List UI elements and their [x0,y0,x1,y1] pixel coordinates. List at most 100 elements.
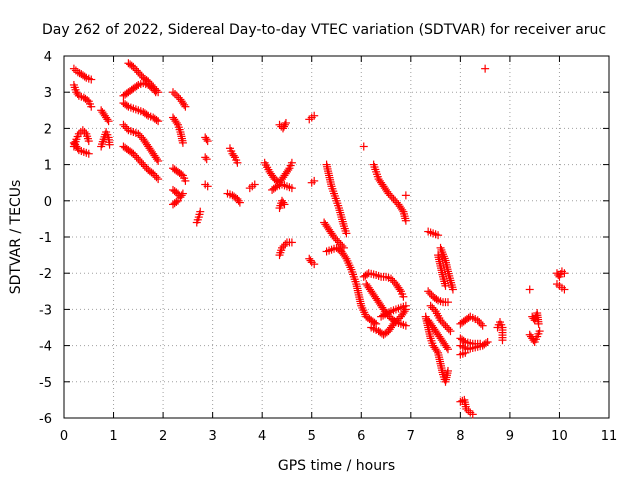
data-point [401,301,410,310]
data-point [461,348,470,357]
data-point [310,260,319,269]
x-tick-label: 6 [357,429,365,444]
data-point [401,191,410,200]
data-point [280,120,289,129]
x-tick-label: 3 [208,429,216,444]
data-point [384,189,393,198]
y-tick-label: -5 [39,376,52,391]
data-point [154,175,163,184]
data-point [385,308,394,317]
y-tick-label: 0 [44,195,52,210]
data-point [444,325,453,334]
data-point [534,319,543,328]
data-point [389,194,398,203]
data-point [152,155,161,164]
data-point [481,64,490,73]
data-point [280,200,289,209]
data-point [560,269,569,278]
data-point [80,72,89,81]
data-point [434,231,443,240]
data-point [428,303,437,312]
data-point [398,205,407,214]
data-point [87,102,96,111]
data-point [400,307,409,316]
data-point [310,176,319,185]
data-point [135,131,144,140]
data-point [331,234,340,243]
chart-title: Day 262 of 2022, Sidereal Day-to-day VTE… [42,22,606,38]
data-point [560,285,569,294]
data-point [535,327,544,336]
x-tick-label: 11 [601,429,618,444]
data-point [202,135,211,144]
data-point [338,242,347,251]
data-point [442,343,451,352]
data-point [178,189,187,198]
data-point [525,285,534,294]
y-tick-label: -4 [39,340,52,355]
x-axis-label: GPS time / hours [278,458,395,474]
data-point [284,166,293,175]
data-point [424,287,433,296]
data-point [401,321,410,330]
data-point [459,336,468,345]
data-point [443,323,452,332]
data-point [132,66,141,75]
data-point [387,274,395,283]
data-point [132,153,141,162]
data-point [181,176,190,185]
data-point [139,160,148,169]
y-tick-label: -3 [39,303,52,318]
y-tick-label: 2 [44,122,52,137]
data-point [105,140,114,149]
data-point [169,88,177,97]
data-point [481,339,490,348]
data-point [152,173,161,182]
y-tick-label: -2 [39,267,52,282]
data-point [439,319,448,328]
data-point [154,156,163,165]
data-point [336,240,345,249]
data-point [233,158,242,167]
data-point [278,124,287,133]
y-tick-label: 4 [44,50,52,65]
data-point [140,162,149,171]
data-point [84,137,93,146]
data-point [134,129,143,138]
data-point [441,281,450,290]
data-point [104,117,113,126]
x-tick-label: 8 [456,429,464,444]
data-point [333,236,342,245]
data-point [122,101,131,110]
data-point [281,118,290,127]
data-point [131,64,140,73]
data-point [359,142,368,151]
data-point [443,345,452,354]
data-point [135,70,144,79]
y-tick-label: 1 [44,159,52,174]
data-point [250,180,259,189]
data-point [464,406,473,415]
data-point [441,321,450,330]
data-point [370,318,379,327]
data-point [150,86,159,95]
data-point [177,191,186,200]
data-point [498,336,507,345]
data-point [172,198,181,207]
data-point [271,183,280,192]
data-point [178,138,187,147]
data-point [78,126,87,135]
data-point [173,196,182,205]
data-point [134,68,143,77]
data-point [132,82,141,91]
x-tick-label: 1 [109,429,117,444]
data-point [330,233,339,241]
data-point [426,301,435,310]
x-tick-label: 9 [506,429,514,444]
data-point [478,321,487,330]
data-point [202,155,211,164]
data-point [281,240,290,249]
data-point [103,115,112,124]
